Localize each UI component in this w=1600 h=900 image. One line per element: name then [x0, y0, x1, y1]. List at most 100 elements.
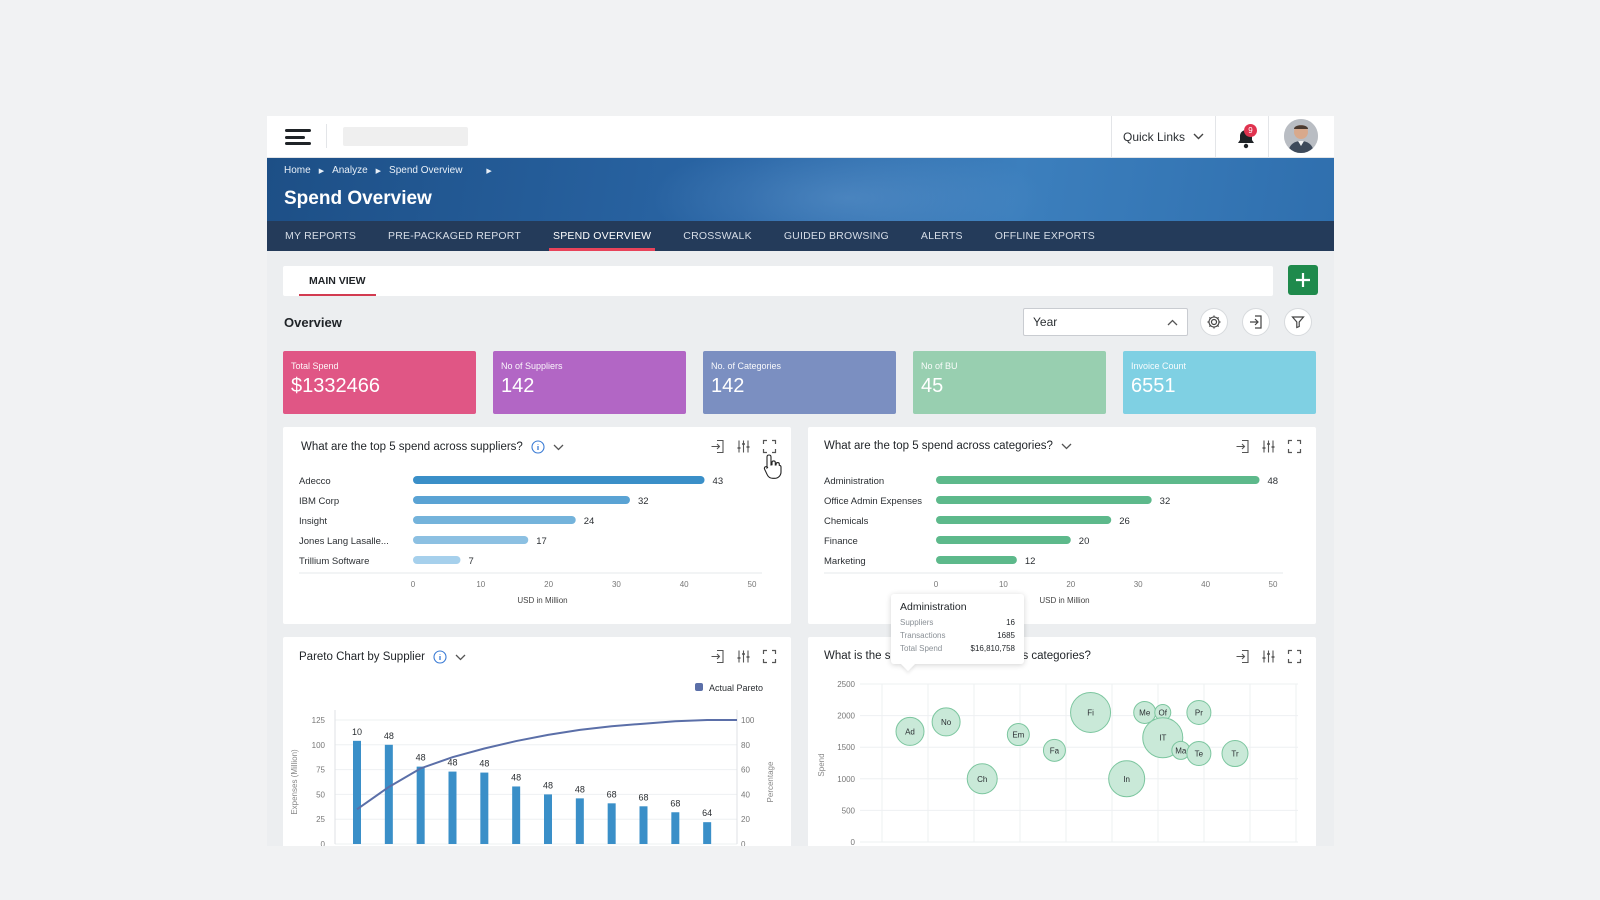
y-tick-label: 125 [312, 716, 326, 725]
kpi-card-suppliers[interactable]: No of Suppliers 142 [493, 351, 686, 414]
x-tick-label: 0 [934, 580, 939, 589]
plus-icon [1296, 273, 1310, 287]
kpi-value: 6551 [1131, 375, 1176, 397]
chevron-down-icon[interactable] [1061, 443, 1072, 450]
y2-tick-label: 100 [741, 716, 755, 725]
export-button[interactable] [1242, 308, 1270, 336]
adjust-sliders-icon[interactable] [736, 439, 751, 454]
bar-value-label: 68 [607, 789, 617, 799]
tab-alerts[interactable]: ALERTS [920, 230, 963, 242]
category-label: Jones Lang Lasalle... [299, 536, 389, 547]
y-tick-label: 0 [321, 840, 326, 846]
bar-value-label: 12 [1025, 556, 1036, 567]
chart-top-categories: Administration 48 Office Admin Expenses 32 C… [824, 476, 1283, 605]
breadcrumb-spend-overview[interactable]: Spend Overview [389, 165, 463, 176]
kpi-value: 142 [501, 375, 535, 397]
bubble-label: Te [1195, 750, 1204, 759]
bubble [1108, 760, 1146, 798]
expand-icon[interactable] [762, 649, 777, 664]
kpi-label: Invoice Count [1131, 361, 1187, 371]
export-icon[interactable] [710, 649, 725, 664]
page-banner: Home ▶ Analyze ▶ Spend Overview ▶ Spend … [267, 158, 1334, 221]
user-avatar[interactable] [1284, 119, 1318, 153]
export-icon[interactable] [710, 439, 725, 454]
y2-tick-label: 0 [741, 840, 746, 846]
chevron-down-icon[interactable] [455, 654, 466, 661]
tooltip-label: Transactions [900, 631, 946, 640]
adjust-sliders-icon[interactable] [1261, 649, 1276, 664]
y-tick-label: 50 [316, 790, 325, 799]
card-bubble: What is the s s categories? 0 500 1000 1500… [808, 637, 1316, 846]
bubble-label: In [1123, 775, 1130, 784]
bar [413, 516, 576, 524]
x-tick-label: 50 [748, 580, 757, 589]
bar [607, 803, 616, 844]
overview-heading: Overview [284, 315, 342, 330]
bubble [1221, 740, 1249, 768]
category-label: Office Admin Expenses [824, 496, 922, 507]
bar-value-label: 17 [536, 536, 547, 547]
expand-icon[interactable] [762, 439, 777, 454]
bar-value-label: 48 [1268, 476, 1279, 487]
breadcrumb-home[interactable]: Home [284, 165, 311, 176]
y2-tick-label: 80 [741, 741, 750, 750]
hamburger-menu-icon[interactable] [285, 129, 311, 145]
bar-value-label: 24 [584, 516, 595, 527]
bar-value-label: 48 [511, 772, 521, 782]
tab-offline-exports[interactable]: OFFLINE EXPORTS [994, 230, 1096, 242]
export-icon[interactable] [1235, 649, 1250, 664]
quick-links-label: Quick Links [1122, 129, 1186, 144]
expand-icon[interactable] [1287, 439, 1302, 454]
bar [936, 476, 1260, 484]
bar [639, 806, 648, 844]
chevron-right-icon: ▶ [486, 167, 492, 175]
tab-crosswalk[interactable]: CROSSWALK [683, 230, 752, 242]
add-view-button[interactable] [1288, 265, 1318, 295]
info-icon[interactable] [433, 650, 447, 664]
bar-value-label: 43 [713, 476, 724, 487]
kpi-card-bu[interactable]: No of BU 45 [913, 351, 1106, 414]
category-label: IBM Corp [299, 496, 339, 507]
kpi-card-total-spend[interactable]: Total Spend $1332466 [283, 351, 476, 414]
breadcrumb-analyze[interactable]: Analyze [332, 165, 368, 176]
y-tick-label: 75 [316, 766, 325, 775]
chevron-down-icon[interactable] [553, 444, 564, 451]
settings-button[interactable] [1200, 308, 1228, 336]
kpi-value: 45 [921, 375, 944, 397]
tab-pre-packaged-report[interactable]: PRE-PACKAGED REPORT [388, 230, 521, 242]
bubble-label: Pr [1195, 708, 1203, 717]
bar-value-label: 48 [575, 784, 585, 794]
bubble-label: Em [1012, 731, 1024, 740]
tab-my-reports[interactable]: MY REPORTS [285, 230, 357, 242]
kpi-card-categories[interactable]: No. of Categories 142 [703, 351, 896, 414]
bubble [1070, 691, 1112, 733]
tab-main-view[interactable]: MAIN VIEW [299, 266, 376, 296]
adjust-sliders-icon[interactable] [736, 649, 751, 664]
info-icon[interactable] [531, 440, 545, 454]
bar [413, 556, 461, 564]
quick-links-dropdown[interactable]: Quick Links [1111, 116, 1216, 157]
bar [703, 822, 712, 844]
bar [480, 772, 489, 844]
period-select-value: Year [1033, 315, 1058, 329]
tab-guided-browsing[interactable]: GUIDED BROWSING [783, 230, 889, 242]
bar-value-label: 68 [670, 798, 680, 808]
card-title: What is the s s categories? [824, 650, 1091, 662]
bar [936, 556, 1017, 564]
export-icon [1250, 315, 1262, 329]
kpi-card-invoice-count[interactable]: Invoice Count 6551 [1123, 351, 1316, 414]
y-tick-label: 500 [842, 806, 856, 815]
bubble [1186, 741, 1212, 767]
bar [936, 516, 1112, 524]
tooltip-label: Suppliers [900, 618, 934, 627]
tab-spend-overview[interactable]: SPEND OVERVIEW [537, 221, 667, 251]
period-select[interactable]: Year [1023, 308, 1188, 336]
expand-icon[interactable] [1287, 649, 1302, 664]
bubble-label: Of [1159, 708, 1168, 717]
tooltip-title: Administration [900, 601, 967, 613]
filter-button[interactable] [1284, 308, 1312, 336]
bar-value-label: 64 [702, 808, 712, 818]
export-icon[interactable] [1235, 439, 1250, 454]
chart-bubble: 0 500 1000 1500 2000 2500 Spend Ad No Ch Em Fa Fi In M… [817, 680, 1298, 846]
adjust-sliders-icon[interactable] [1261, 439, 1276, 454]
